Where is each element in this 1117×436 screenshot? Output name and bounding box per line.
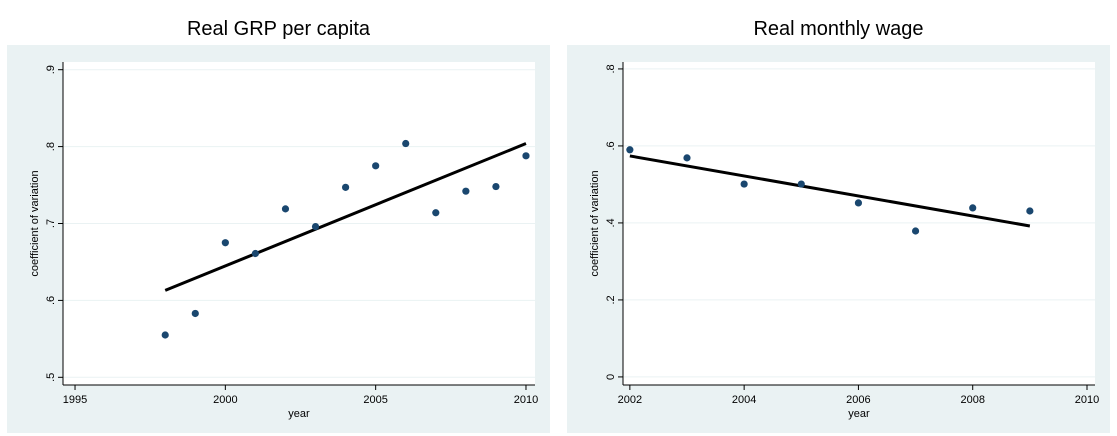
x-tick-label: 2006 [846,394,870,406]
x-axis-title: year [288,408,310,420]
x-tick-label: 1995 [63,394,87,406]
y-tick-label: .9 [45,65,57,74]
point [191,309,199,318]
point [432,209,440,217]
point [969,204,977,212]
x-tick-label: 2000 [213,394,237,406]
y-tick-label: .2 [605,295,617,304]
chart-title: Real GRP per capita [187,18,371,40]
x-tick-label: 2002 [618,394,642,406]
point [311,222,320,231]
y-tick-label: .7 [45,219,57,228]
y-tick-label: .8 [605,64,617,73]
point [797,180,805,188]
y-tick-label: .6 [45,296,57,305]
point [251,249,260,258]
x-tick-label: 2004 [732,394,756,406]
point [740,180,748,188]
x-axis-title: year [848,408,870,420]
point [683,154,691,162]
chart-title: Real monthly wage [753,18,923,40]
point [462,187,470,195]
x-tick-label: 2010 [1075,394,1099,406]
y-tick-label: .5 [45,373,57,382]
point [492,182,500,191]
y-tick-label: .8 [45,142,57,151]
fit-line [629,154,1031,228]
point [161,331,169,339]
y-axis-title: coefficient of variation [589,170,601,276]
point [221,239,229,247]
x-tick-label: 2005 [363,394,387,406]
x-tick-label: 2008 [960,394,984,406]
fit-line [164,142,527,292]
point [911,227,920,235]
y-tick-label: 0 [605,374,617,380]
point [281,205,290,213]
point [372,162,380,170]
point [854,199,863,207]
point [1026,207,1034,215]
y-axis-title: coefficient of variation [29,170,41,276]
point [341,183,350,191]
y-tick-label: .4 [605,218,617,227]
x-tick-label: 2010 [514,394,538,406]
point [522,152,530,160]
point [626,146,634,154]
point [402,139,410,148]
y-tick-label: .6 [605,141,617,150]
